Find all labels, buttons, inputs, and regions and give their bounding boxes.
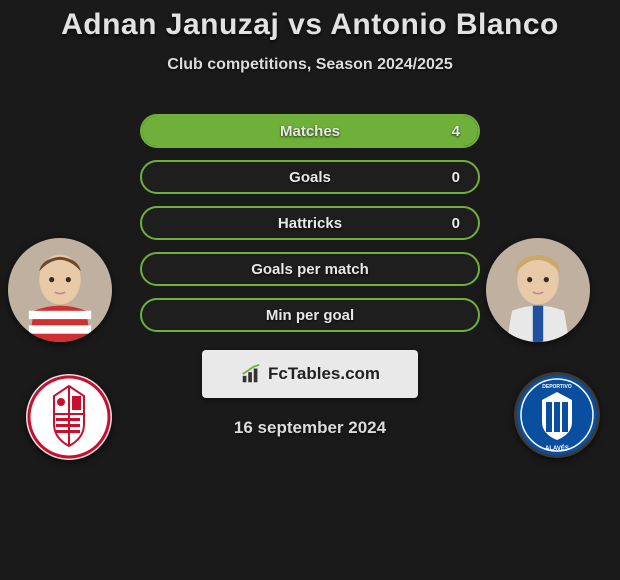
stat-label: Goals per match — [142, 261, 478, 278]
player-right-portrait — [486, 238, 590, 342]
stat-row: Matches4 — [140, 114, 480, 148]
stat-value-right: 0 — [452, 215, 460, 232]
alaves-badge-icon: DEPORTIVO ALAVÉS — [514, 372, 600, 458]
sevilla-badge-icon — [26, 374, 112, 460]
player-left-portrait — [8, 238, 112, 342]
brand-chart-icon — [240, 363, 262, 385]
svg-text:DEPORTIVO: DEPORTIVO — [542, 384, 572, 390]
stat-row: Hattricks0 — [140, 206, 480, 240]
stat-row: Min per goal — [140, 298, 480, 332]
player-left-avatar — [8, 238, 112, 342]
stat-rows: Matches4Goals0Hattricks0Goals per matchM… — [140, 114, 480, 332]
stat-label: Hattricks — [142, 215, 478, 232]
comparison-content: DEPORTIVO ALAVÉS Matches4Goals0Hattricks… — [0, 114, 620, 438]
stat-value-right: 0 — [452, 169, 460, 186]
club-left-badge — [26, 374, 112, 460]
player-right-avatar — [486, 238, 590, 342]
subtitle: Club competitions, Season 2024/2025 — [0, 56, 620, 74]
stat-label: Min per goal — [142, 307, 478, 324]
brand-label: FcTables.com — [268, 364, 380, 384]
stat-row: Goals per match — [140, 252, 480, 286]
club-right-badge: DEPORTIVO ALAVÉS — [514, 372, 600, 458]
stat-label: Goals — [142, 169, 478, 186]
brand-box[interactable]: FcTables.com — [202, 350, 418, 398]
stat-value-right: 4 — [452, 123, 460, 140]
stat-row: Goals0 — [140, 160, 480, 194]
svg-text:ALAVÉS: ALAVÉS — [545, 444, 569, 452]
page-title: Adnan Januzaj vs Antonio Blanco — [0, 8, 620, 42]
stat-label: Matches — [142, 123, 478, 140]
